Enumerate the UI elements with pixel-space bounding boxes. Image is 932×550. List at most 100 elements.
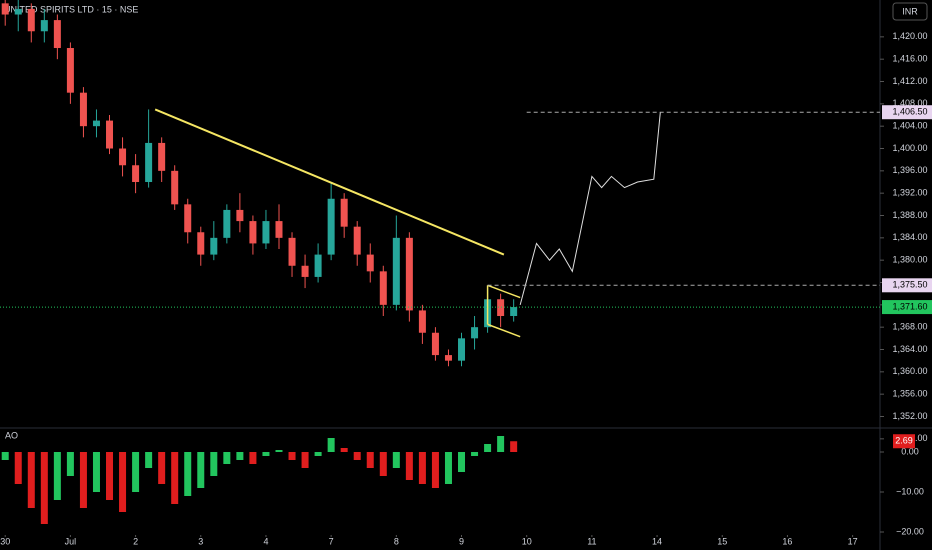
x-tick-label: Jul <box>65 536 77 546</box>
last-price-box <box>882 300 932 315</box>
y-tick-label: 1,416.00 <box>892 54 927 64</box>
x-tick-label: 17 <box>848 536 858 546</box>
candle-body <box>379 271 387 305</box>
candle-body <box>106 120 114 149</box>
currency-button[interactable] <box>892 2 928 21</box>
candle-body <box>158 142 166 171</box>
ao-bar <box>132 452 140 492</box>
candle-body <box>301 265 309 277</box>
ao-bar <box>327 438 335 452</box>
x-tick-label: 8 <box>394 536 399 546</box>
candle-body <box>405 237 413 311</box>
ao-bar <box>14 452 22 484</box>
candle-body <box>471 327 479 339</box>
y-tick-label: 1,360.00 <box>892 366 927 376</box>
ao-bar <box>314 452 322 456</box>
candle-body <box>53 20 61 49</box>
ao-bar <box>444 452 452 484</box>
x-tick-label: 10 <box>522 536 532 546</box>
channel-line <box>487 284 521 299</box>
candle-body <box>1 3 9 15</box>
y-tick-label: 1,404.00 <box>892 121 927 131</box>
x-tick-label: 9 <box>459 536 464 546</box>
level-label-box <box>882 105 932 120</box>
candle-body <box>79 92 87 127</box>
currency[interactable]: INR <box>902 6 918 16</box>
ao-bar <box>158 452 166 484</box>
candle-body <box>197 232 205 255</box>
ao-bar <box>236 452 244 460</box>
ao-bar <box>171 452 179 504</box>
candle-body <box>171 170 179 205</box>
chart-title: UNITED SPIRITS LTD · 15 · NSE <box>4 4 138 14</box>
ao-bar <box>197 452 205 488</box>
candle-body <box>236 209 244 222</box>
ao-bar <box>405 452 413 480</box>
ao-bar <box>353 452 361 460</box>
candle-body <box>366 254 374 272</box>
y-tick-label: 1,364.00 <box>892 344 927 354</box>
candle-body <box>340 198 348 227</box>
y-tick-label: 1,420.00 <box>892 31 927 41</box>
candle-body <box>14 8 22 15</box>
ao-bar <box>106 452 114 500</box>
ao-bar <box>249 452 257 464</box>
candle-body <box>431 332 439 356</box>
y-tick-label: 1,352.00 <box>892 411 927 421</box>
y-tick-label: 1,392.00 <box>892 188 927 198</box>
candle-body <box>249 221 257 244</box>
x-tick-label: 15 <box>717 536 727 546</box>
ao-bar <box>210 452 218 476</box>
x-tick-label: 14 <box>652 536 662 546</box>
ao-bar <box>79 452 87 508</box>
ao-bar <box>145 452 153 468</box>
candle-body <box>497 299 505 317</box>
ao-bar <box>471 452 479 456</box>
candle-body <box>288 237 296 266</box>
candle-body <box>392 237 400 305</box>
candle-body <box>210 237 218 255</box>
ao-bar <box>223 452 231 464</box>
y-tick-label: 1,408.00 <box>892 98 927 108</box>
trendline <box>154 108 505 256</box>
level-label: 1,406.50 <box>892 107 927 117</box>
ao-tick-label: −20.00 <box>896 526 924 536</box>
ao-bar <box>379 452 387 476</box>
ao-bar <box>53 452 61 500</box>
candle-body <box>145 142 153 183</box>
y-tick-label: 1,356.00 <box>892 389 927 399</box>
ao-bar <box>66 452 74 476</box>
y-tick-label: 1,412.00 <box>892 76 927 86</box>
candle-body <box>40 20 48 32</box>
ao-bar <box>340 448 348 452</box>
ao-bar <box>1 452 9 460</box>
ao-bar <box>301 452 309 468</box>
y-tick-label: 1,368.00 <box>892 322 927 332</box>
ao-bar <box>366 452 374 468</box>
x-tick-label: 2 <box>133 536 138 546</box>
ao-bar <box>392 452 400 468</box>
x-tick-label: 16 <box>782 536 792 546</box>
x-tick-label: 3 <box>198 536 203 546</box>
level-label: 1,375.50 <box>892 280 927 290</box>
ao-bar <box>40 452 48 524</box>
ao-tick-label: 0.00 <box>901 446 919 456</box>
projection-path <box>519 112 661 305</box>
ao-bar <box>484 444 492 452</box>
candle-body <box>132 165 140 183</box>
ao-bar <box>184 452 192 496</box>
candle-body <box>327 198 335 255</box>
y-tick-label: 1,396.00 <box>892 165 927 175</box>
candle-body <box>510 307 518 317</box>
x-tick-label: 4 <box>263 536 268 546</box>
candle-body <box>458 338 466 361</box>
candle-body <box>275 221 283 238</box>
candle-body <box>418 310 426 333</box>
candle-body <box>184 204 192 233</box>
candle-body <box>262 221 270 244</box>
ao-bar <box>27 452 35 508</box>
y-tick-label: 1,400.00 <box>892 143 927 153</box>
x-tick-label: 11 <box>587 536 596 546</box>
